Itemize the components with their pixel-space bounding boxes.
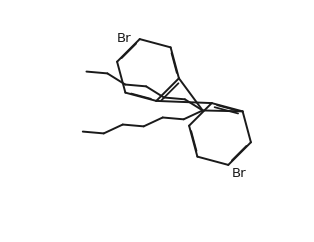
Text: Br: Br bbox=[117, 32, 132, 45]
Text: Br: Br bbox=[231, 167, 246, 180]
